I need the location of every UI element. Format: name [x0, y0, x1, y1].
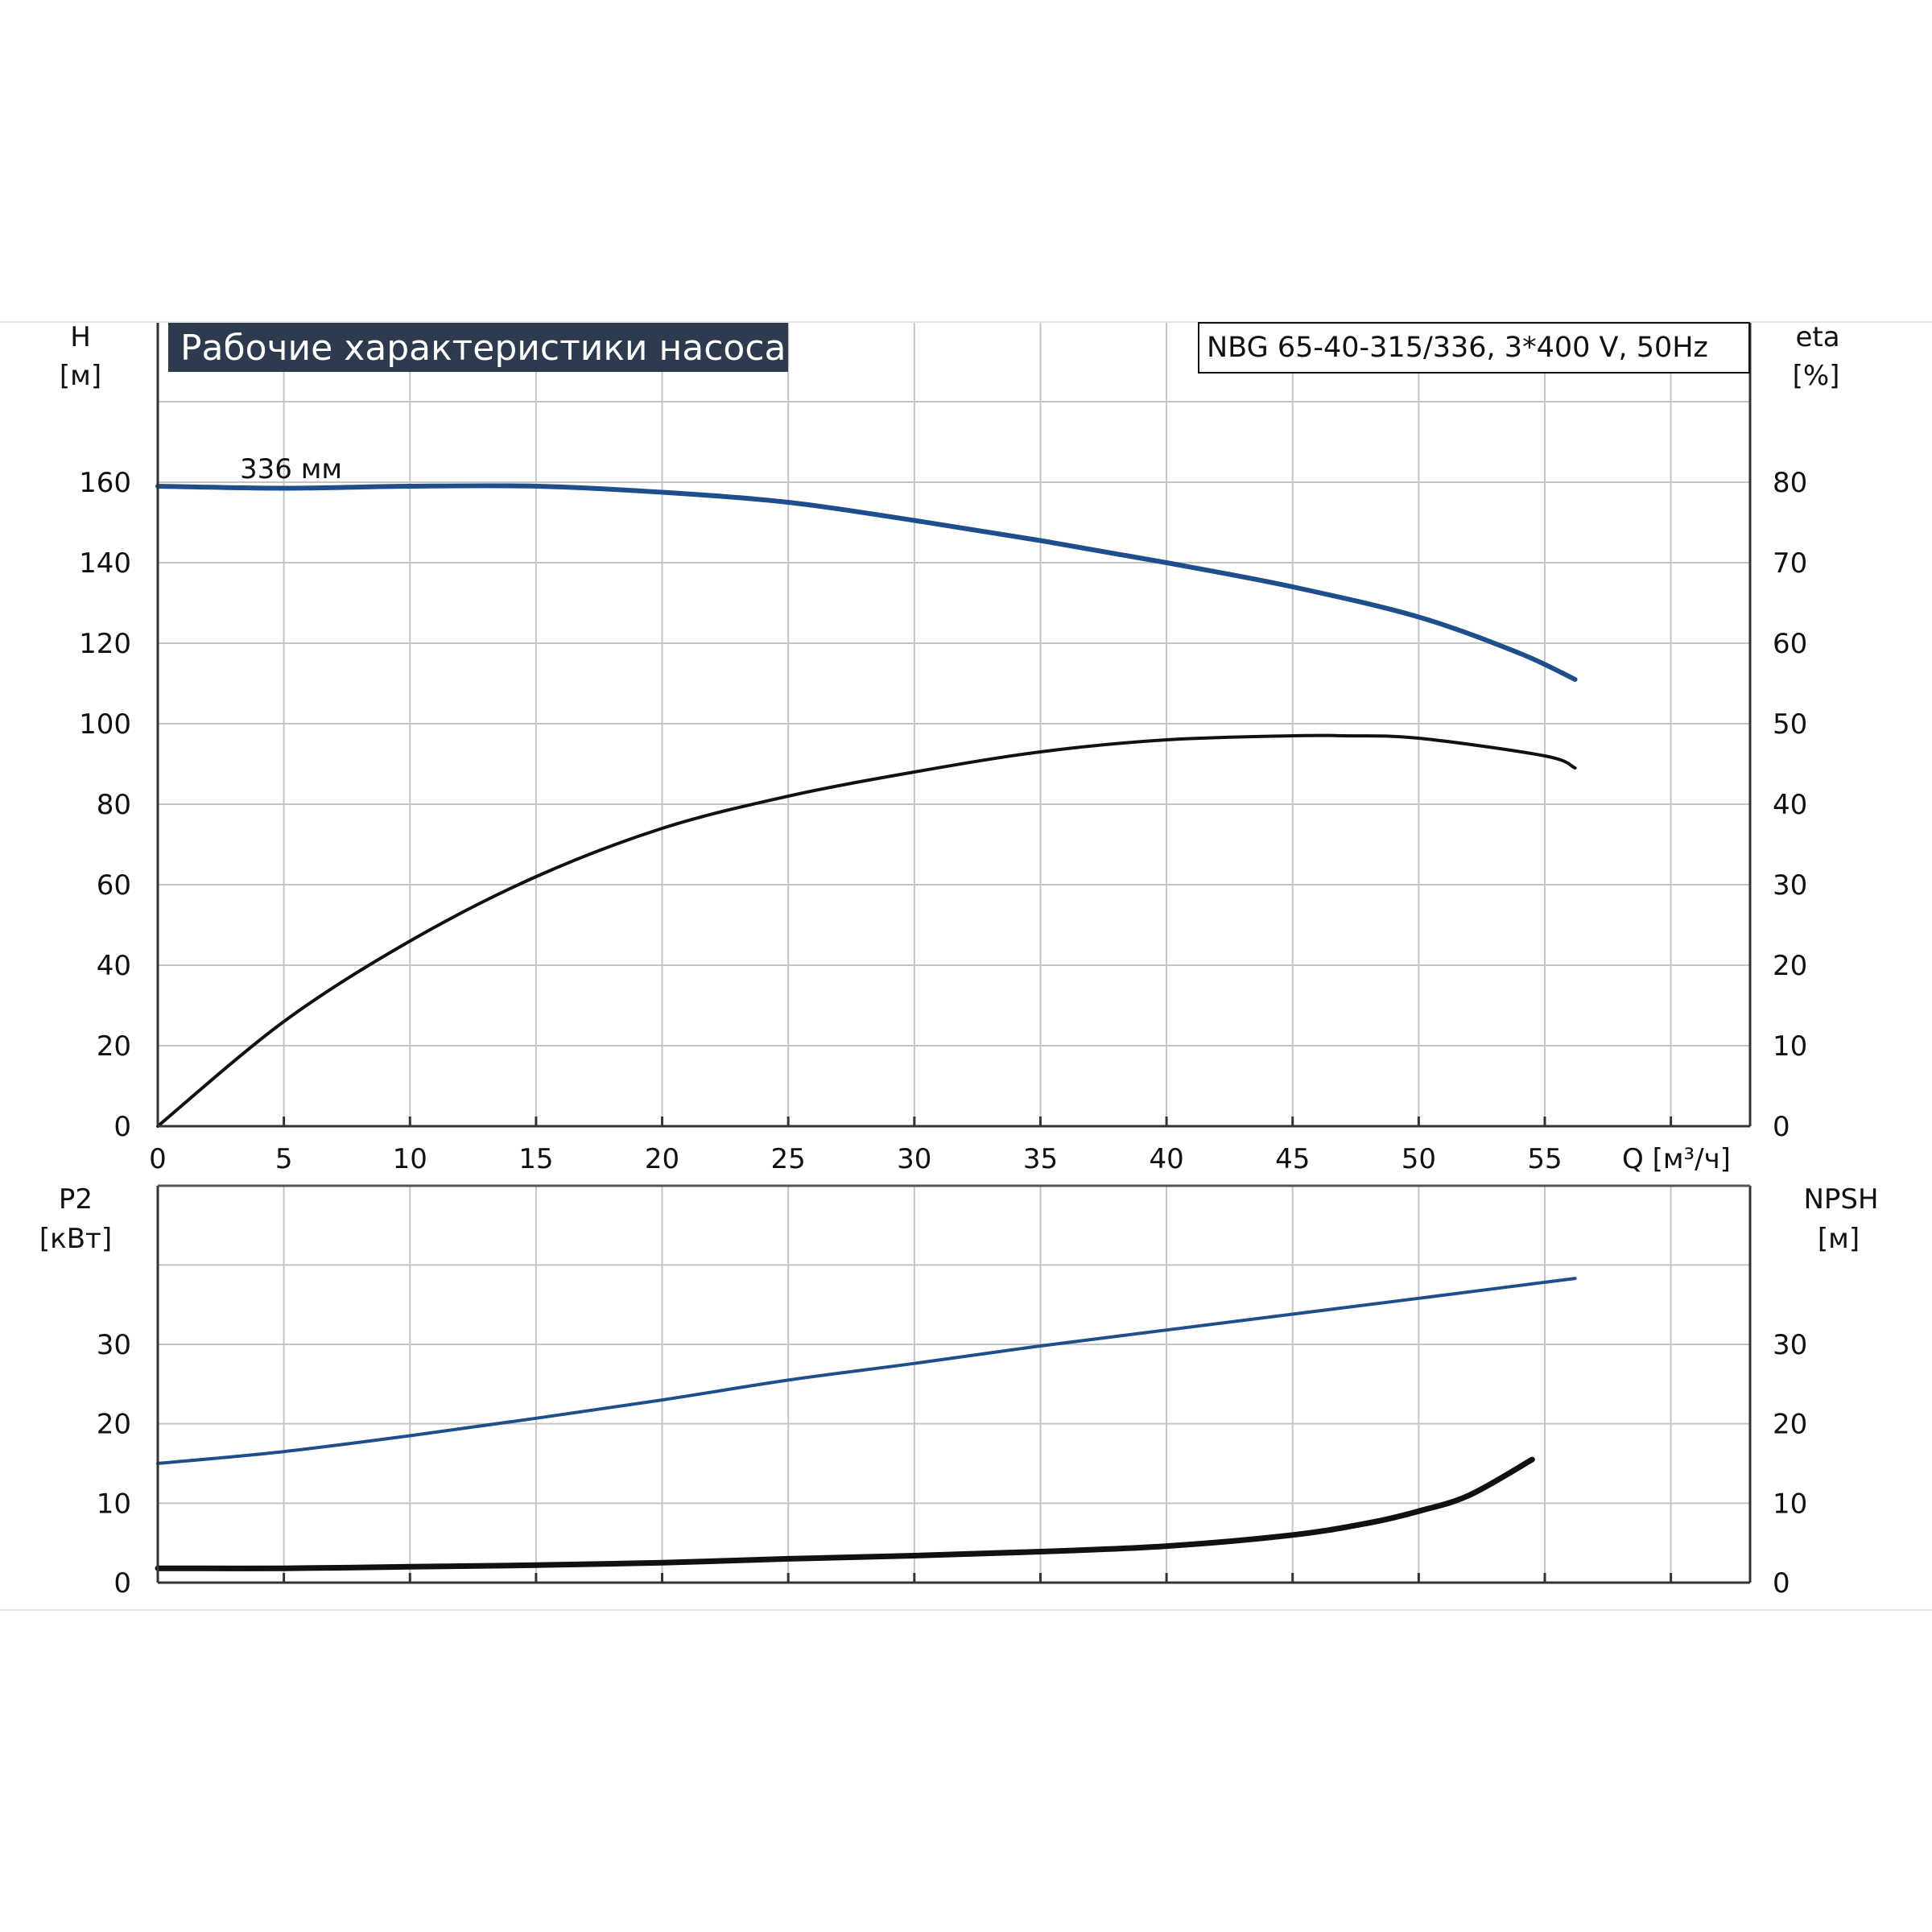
y-right-tick-label-top: 0 [1773, 1111, 1790, 1143]
x-tick-label: 15 [518, 1143, 553, 1175]
x-tick-label: 5 [275, 1143, 293, 1175]
x-tick-label: 20 [645, 1143, 679, 1175]
curve-head-h [155, 483, 1578, 682]
model-label-box [1198, 322, 1750, 374]
title-box [168, 323, 788, 372]
curve-layer [155, 483, 1578, 1571]
y-left-tick-label-top: 120 [79, 628, 131, 660]
y-left-tick-label-top: 40 [97, 950, 131, 982]
y-right-tick-label-top: 30 [1773, 869, 1807, 902]
y-left-tick-label-top: 80 [97, 789, 131, 821]
y-right-tick-label-top: 50 [1773, 708, 1807, 741]
y-right-name-bottom: NPSH [1803, 1183, 1878, 1216]
y-right-tick-label-top: 20 [1773, 950, 1807, 982]
y-right-tick-label-top: 40 [1773, 789, 1807, 821]
x-tick-label: 25 [771, 1143, 806, 1175]
y-left-tick-label-bottom: 0 [114, 1567, 131, 1600]
curve-label-336mm: 336 мм [240, 453, 342, 485]
y-left-tick-label-top: 160 [79, 467, 131, 499]
y-left-name-top: H [70, 321, 91, 353]
y-left-name-bottom: P2 [59, 1183, 93, 1216]
y-left-tick-label-bottom: 30 [97, 1329, 131, 1361]
y-left-tick-label-bottom: 10 [97, 1488, 131, 1520]
y-left-tick-label-top: 60 [97, 869, 131, 902]
x-tick-label: 50 [1402, 1143, 1436, 1175]
x-tick-label: 55 [1527, 1143, 1562, 1175]
y-right-tick-label-top: 60 [1773, 628, 1807, 660]
curve-power-p2 [156, 1277, 1577, 1465]
y-left-tick-label-top: 0 [114, 1111, 131, 1143]
x-tick-label: 35 [1023, 1143, 1058, 1175]
y-left-unit-bottom: [кВт] [39, 1223, 112, 1255]
y-left-tick-label-bottom: 20 [97, 1409, 131, 1441]
y-right-name-top: eta [1795, 321, 1839, 353]
y-right-tick-label-bottom: 30 [1773, 1329, 1807, 1361]
y-right-unit-top: [%] [1793, 360, 1840, 392]
x-tick-label: 0 [149, 1143, 167, 1175]
y-right-unit-bottom: [м] [1818, 1223, 1860, 1255]
y-right-tick-label-bottom: 10 [1773, 1488, 1807, 1520]
label-layer: 0 5 10 15 20 25 30 35 40 45 50 55020406080100120140… [79, 467, 1807, 1600]
frame-layer [156, 323, 1752, 1584]
curve-npsh [155, 1456, 1535, 1571]
y-right-tick-label-top: 80 [1773, 467, 1807, 499]
x-axis-label: Q [м³/ч] [1622, 1143, 1731, 1175]
x-tick-label: 45 [1275, 1143, 1310, 1175]
x-tick-label: 40 [1149, 1143, 1183, 1175]
chart-title: Рабочие характеристики насоса [180, 328, 786, 369]
y-left-tick-label-top: 20 [97, 1030, 131, 1063]
x-tick-label: 10 [393, 1143, 427, 1175]
y-left-tick-label-top: 100 [79, 708, 131, 741]
y-right-tick-label-bottom: 20 [1773, 1409, 1807, 1441]
x-tick-label: 30 [897, 1143, 931, 1175]
y-right-tick-label-bottom: 0 [1773, 1567, 1790, 1600]
curve-efficiency-eta [156, 733, 1577, 1128]
y-right-tick-label-top: 70 [1773, 547, 1807, 580]
y-left-unit-top: [м] [60, 360, 101, 392]
grid-layer [0, 321, 1932, 1611]
model-label: NBG 65-40-315/336, 3*400 V, 50Hz [1207, 332, 1708, 364]
y-right-tick-label-top: 10 [1773, 1030, 1807, 1063]
y-left-tick-label-top: 140 [79, 547, 131, 580]
